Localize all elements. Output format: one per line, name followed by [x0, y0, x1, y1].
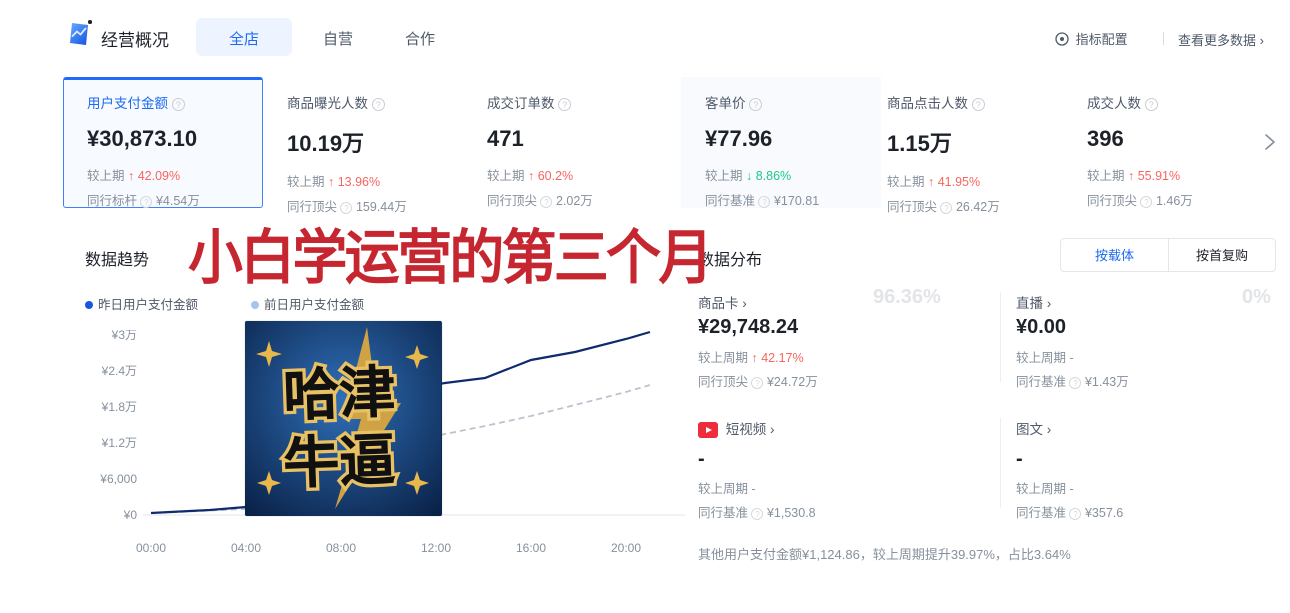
svg-text:¥1.8万: ¥1.8万 — [101, 400, 137, 414]
svg-text:08:00: 08:00 — [326, 541, 356, 555]
svg-text:¥0: ¥0 — [123, 508, 138, 522]
svg-text:哈津: 哈津 — [282, 360, 396, 427]
svg-text:¥1.2万: ¥1.2万 — [101, 436, 137, 450]
svg-text:12:00: 12:00 — [421, 541, 451, 555]
svg-text:¥6,000: ¥6,000 — [99, 472, 137, 486]
svg-text:¥3万: ¥3万 — [111, 330, 137, 342]
svg-text:牛逼: 牛逼 — [282, 428, 396, 495]
svg-text:04:00: 04:00 — [231, 541, 261, 555]
svg-text:16:00: 16:00 — [516, 541, 546, 555]
svg-text:¥2.4万: ¥2.4万 — [101, 364, 137, 378]
svg-text:00:00: 00:00 — [136, 541, 166, 555]
svg-text:20:00: 20:00 — [611, 541, 641, 555]
